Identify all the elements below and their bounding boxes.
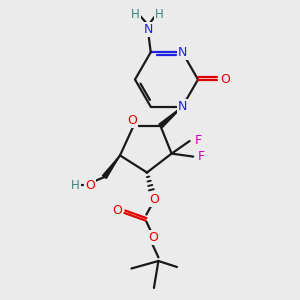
Text: H: H <box>71 179 80 192</box>
Text: N: N <box>144 22 153 36</box>
Text: N: N <box>178 46 187 59</box>
Text: O: O <box>127 114 137 127</box>
Text: O: O <box>112 204 122 217</box>
Text: F: F <box>198 150 205 163</box>
Text: N: N <box>178 100 187 113</box>
Text: O: O <box>149 193 159 206</box>
Text: O: O <box>148 231 158 244</box>
Text: F: F <box>194 134 202 147</box>
Text: O: O <box>220 73 230 86</box>
Text: H: H <box>154 8 163 21</box>
Polygon shape <box>159 107 182 128</box>
Text: H: H <box>131 8 140 21</box>
Text: O: O <box>85 179 95 192</box>
Polygon shape <box>103 155 120 178</box>
